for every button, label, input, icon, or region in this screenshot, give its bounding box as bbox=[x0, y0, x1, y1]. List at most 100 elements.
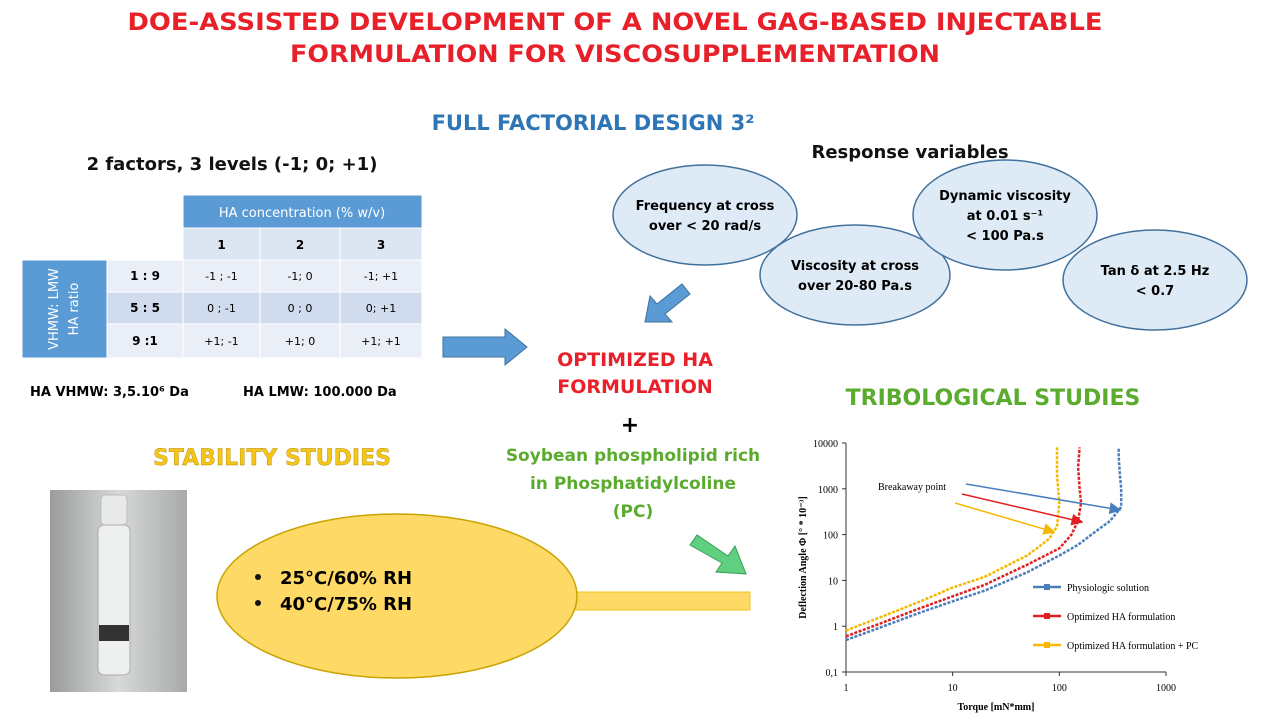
series-line bbox=[845, 447, 1083, 638]
cell bbox=[339, 291, 423, 325]
stability-conditions: 25°C/60% RH 40°C/75% RH bbox=[255, 568, 412, 615]
row-label-cell bbox=[106, 323, 184, 359]
title-line: DOE-ASSISTED DEVELOPMENT OF A NOVEL GAG-… bbox=[128, 8, 1103, 36]
annotation-arrow bbox=[965, 483, 1122, 515]
bullet bbox=[255, 574, 261, 580]
row-label: 1 : 9 bbox=[130, 269, 160, 283]
response-text: over 20-80 Pa.s bbox=[798, 279, 912, 294]
header-cell bbox=[182, 194, 423, 229]
response-title: Response variables bbox=[811, 142, 1008, 163]
bullet bbox=[255, 600, 261, 606]
vial-cap bbox=[100, 494, 128, 526]
response-variables: Frequency at cross over < 20 rad/s Viscosi… bbox=[612, 159, 1248, 331]
series-line bbox=[845, 447, 1061, 632]
x-axis-title: Torque [mN*mm] bbox=[958, 702, 1035, 713]
tribology-chart: 0,1 1 10 100 1000 10000 1 10 100 1000 Torque [mN*m… bbox=[798, 439, 1199, 713]
title-line: FORMULATION FOR VISCOSUPPLEMENTATION bbox=[290, 40, 940, 68]
cell-text: +1; +1 bbox=[361, 335, 401, 348]
x-tick-label: 100 bbox=[1052, 683, 1067, 694]
y-axis-title: Deflection Angle Φ [° * 10⁻³] bbox=[798, 496, 809, 619]
response-ellipse bbox=[912, 159, 1098, 271]
molecular-weight: HA LMW: 100.000 Da bbox=[243, 385, 397, 400]
arrow bbox=[689, 534, 747, 575]
cell-text: +1; 0 bbox=[285, 335, 315, 348]
design-title: FULL FACTORIAL DESIGN 3² bbox=[432, 111, 755, 135]
design-table: HA concentration (% w/v) 1 2 3 VHMW: LMW HA r… bbox=[21, 194, 423, 359]
response-text: Dynamic viscosity bbox=[939, 189, 1071, 204]
response-text: < 0.7 bbox=[1136, 284, 1174, 299]
cell-text: -1; 0 bbox=[287, 270, 312, 283]
response-text: Viscosity at cross bbox=[791, 259, 919, 274]
cell bbox=[182, 259, 261, 293]
plus: + bbox=[621, 413, 639, 438]
legend-marker bbox=[1044, 642, 1050, 648]
condition: 25°C/60% RH bbox=[280, 568, 412, 589]
molecular-weight: HA VHMW: 3,5.10⁶ Da bbox=[30, 385, 189, 400]
annotation-arrow bbox=[961, 493, 1084, 526]
vial-stopper bbox=[99, 625, 129, 641]
formulation: OPTIMIZED HA FORMULATION + Soybean phosphol… bbox=[506, 349, 760, 522]
legend-label: Optimized HA formulation + PC bbox=[1067, 641, 1199, 652]
header-text: HA concentration (% w/v) bbox=[219, 206, 385, 221]
y-tick-label: 1 bbox=[833, 622, 838, 633]
cell-text: 0; +1 bbox=[366, 302, 396, 315]
series-line bbox=[845, 447, 1123, 642]
legend-label: Physiologic solution bbox=[1067, 583, 1149, 594]
x-tick-label: 10 bbox=[948, 683, 958, 694]
phospholipid-text: in Phosphatidylcoline bbox=[530, 474, 736, 494]
factors-text: 2 factors, 3 levels (-1; 0; +1) bbox=[87, 154, 378, 175]
annotation: Breakaway point bbox=[878, 482, 946, 493]
annotation-arrow bbox=[954, 502, 1056, 535]
arrow bbox=[442, 327, 528, 367]
response-text: over < 20 rad/s bbox=[649, 219, 761, 234]
vial-photo bbox=[50, 490, 187, 692]
response-text: at 0.01 s⁻¹ bbox=[967, 209, 1043, 224]
row-header-text: HA ratio bbox=[67, 283, 82, 336]
stability-ellipse bbox=[216, 513, 578, 679]
x-tick-label: 1000 bbox=[1156, 683, 1176, 694]
cell bbox=[339, 259, 423, 293]
cell-text: +1; -1 bbox=[204, 335, 238, 348]
y-tick-label: 10 bbox=[828, 576, 838, 587]
vial-body bbox=[97, 524, 131, 676]
cell-text: 0 ; 0 bbox=[288, 302, 313, 315]
level-text: 2 bbox=[296, 238, 304, 252]
y-tick-label: 10000 bbox=[813, 439, 838, 450]
phospholipid-text: Soybean phospholipid rich bbox=[506, 446, 760, 466]
optimized-text: FORMULATION bbox=[557, 376, 713, 398]
response-text: Tan δ at 2.5 Hz bbox=[1101, 264, 1210, 279]
cell-text: 0 ; -1 bbox=[207, 302, 236, 315]
x-tick-label: 1 bbox=[844, 683, 849, 694]
response-text: < 100 Pa.s bbox=[966, 229, 1044, 244]
legend-marker bbox=[1044, 613, 1050, 619]
response-ellipse bbox=[759, 224, 951, 326]
row-label: 9 :1 bbox=[132, 334, 158, 348]
optimized-text: OPTIMIZED HA bbox=[557, 349, 713, 371]
legend-label: Optimized HA formulation bbox=[1067, 612, 1175, 623]
cell bbox=[182, 291, 261, 325]
level-text: 1 bbox=[217, 238, 225, 252]
cell-text: -1 ; -1 bbox=[205, 270, 238, 283]
level-cell bbox=[182, 227, 261, 261]
phospholipid-text: (PC) bbox=[613, 502, 653, 522]
condition: 40°C/75% RH bbox=[280, 594, 412, 615]
stability-title: STABILITY STUDIES bbox=[153, 446, 391, 471]
legend-marker bbox=[1044, 584, 1050, 590]
row-header-text: VHMW: LMW bbox=[47, 268, 62, 350]
row-header-cell bbox=[21, 259, 108, 359]
level-text: 3 bbox=[377, 238, 385, 252]
cell-text: -1; +1 bbox=[364, 270, 398, 283]
level-cell bbox=[339, 227, 423, 261]
y-tick-label: 1000 bbox=[818, 485, 838, 496]
response-ellipse bbox=[1062, 229, 1248, 331]
response-text: Frequency at cross bbox=[636, 199, 775, 214]
cell bbox=[339, 323, 423, 359]
cell bbox=[182, 323, 261, 359]
tribology-title: TRIBOLOGICAL STUDIES bbox=[846, 386, 1141, 411]
arrow bbox=[644, 283, 691, 323]
row-label: 5 : 5 bbox=[130, 301, 160, 315]
y-tick-label: 100 bbox=[823, 531, 838, 542]
response-ellipse bbox=[612, 164, 798, 266]
y-tick-label: 0,1 bbox=[826, 668, 839, 679]
